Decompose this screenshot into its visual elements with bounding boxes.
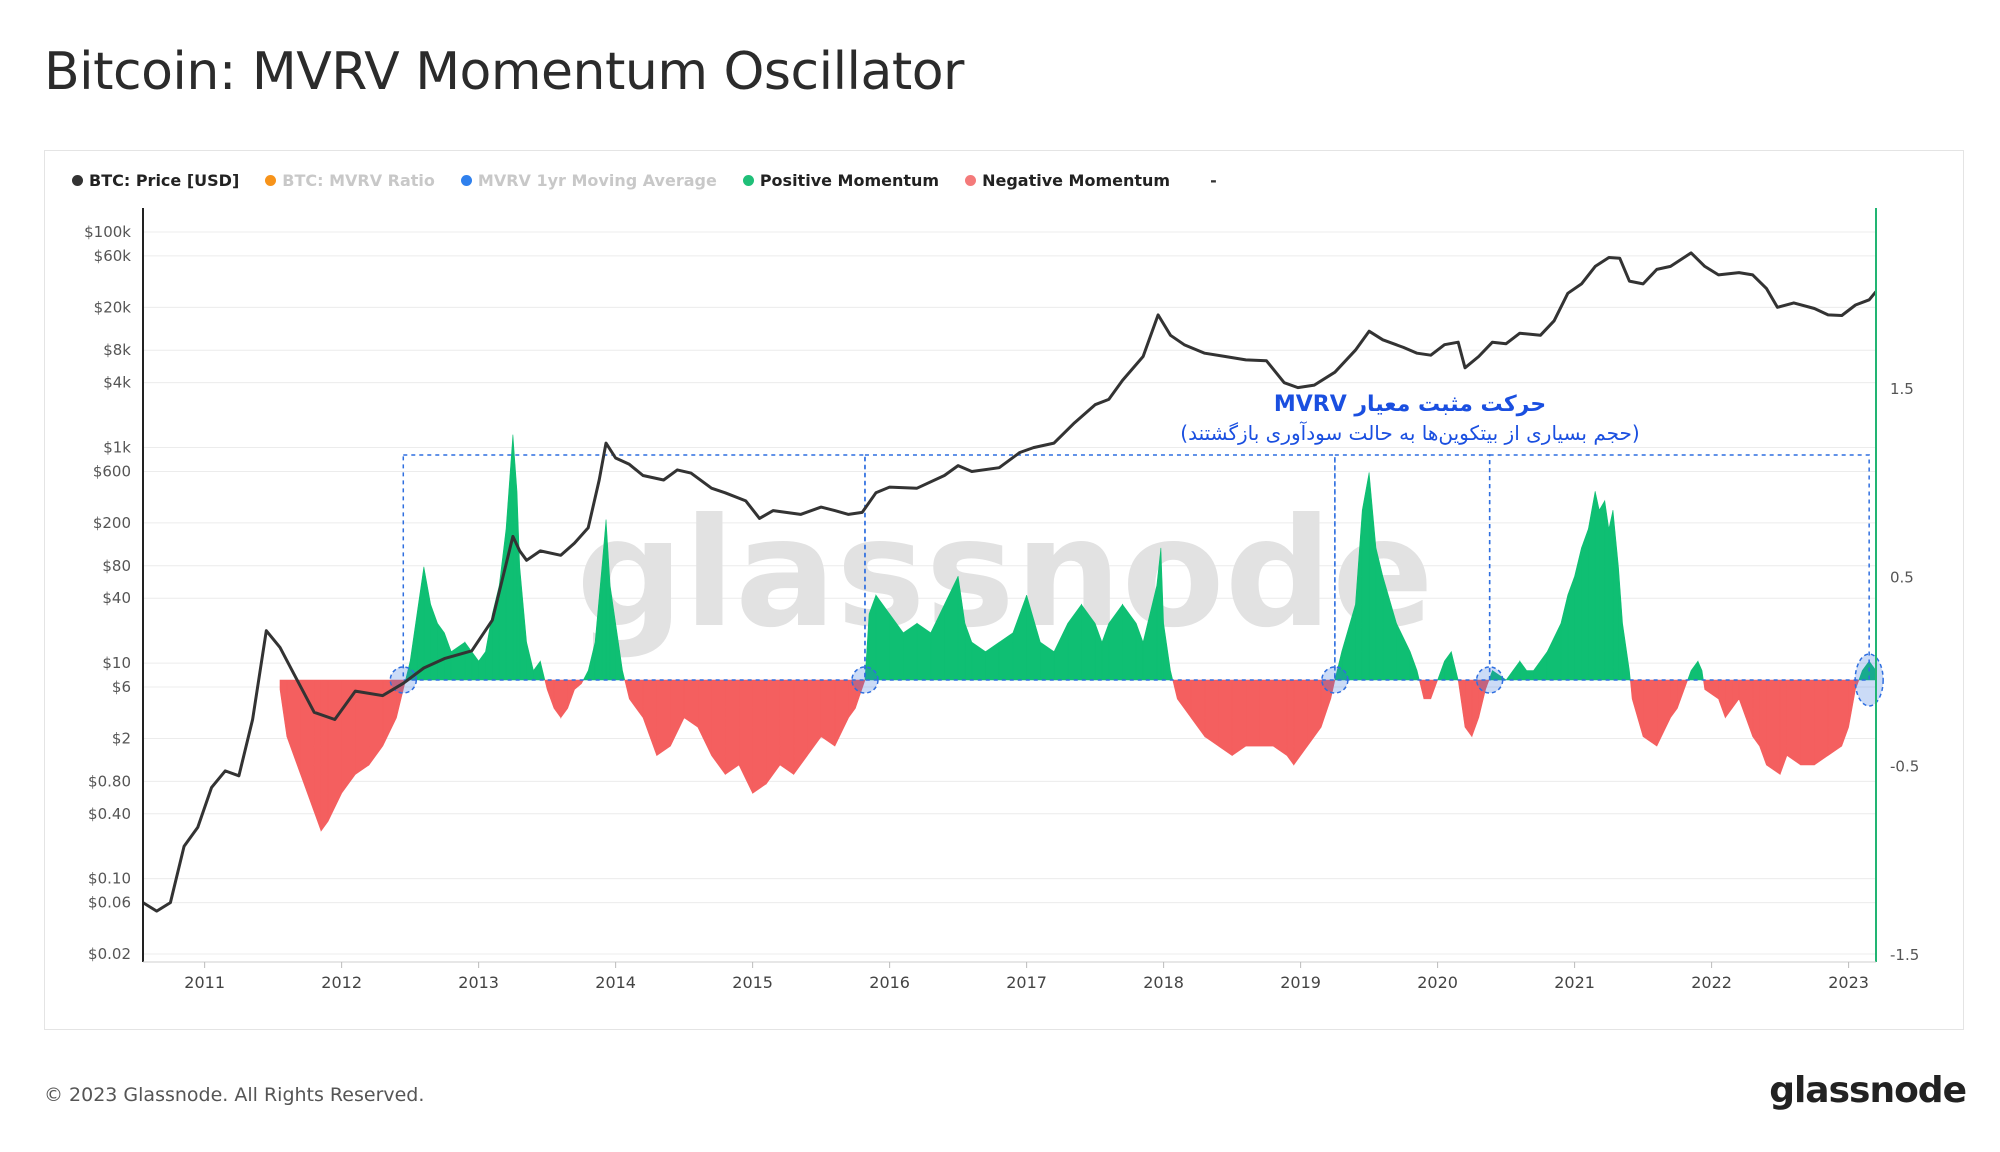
legend-label-mvrv-ma: MVRV 1yr Moving Average bbox=[477, 170, 717, 190]
left-tick-label: $600 bbox=[93, 462, 131, 480]
x-tick-label: 2021 bbox=[1554, 973, 1595, 992]
left-tick-label: $6 bbox=[112, 678, 131, 696]
annotation-box: حرکت مثبت معیار MVRV (حجم بسیاری از بیتک… bbox=[1130, 392, 1690, 445]
left-tick-label: $4k bbox=[103, 374, 131, 392]
left-tick-label: $0.06 bbox=[88, 894, 131, 912]
right-tick-label: 1.5 bbox=[1890, 380, 1914, 398]
x-tick-label: 2022 bbox=[1691, 973, 1732, 992]
highlight-marker-2 bbox=[1321, 666, 1349, 694]
highlight-region-1 bbox=[864, 454, 1336, 681]
x-tick-label: 2018 bbox=[1143, 973, 1184, 992]
x-tick-label: 2020 bbox=[1417, 973, 1458, 992]
legend-trailing-dash: - bbox=[1210, 170, 1217, 190]
legend-dot-negative bbox=[965, 174, 977, 186]
highlight-region-3 bbox=[1488, 454, 1870, 681]
left-tick-label: $100k bbox=[84, 223, 131, 241]
legend-label-negative: Negative Momentum bbox=[982, 170, 1171, 190]
x-tick-label: 2011 bbox=[184, 973, 225, 992]
page-title: Bitcoin: MVRV Momentum Oscillator bbox=[44, 42, 964, 102]
legend-item-mvrv-ratio[interactable]: BTC: MVRV Ratio bbox=[265, 171, 435, 190]
left-tick-label: $8k bbox=[103, 341, 131, 359]
left-tick-label: $200 bbox=[93, 514, 131, 532]
left-tick-label: $40 bbox=[102, 589, 131, 607]
annotation-title: حرکت مثبت معیار MVRV bbox=[1273, 392, 1547, 417]
left-tick-label: $0.80 bbox=[88, 772, 131, 790]
chart-card bbox=[44, 150, 1964, 1030]
highlight-marker-3 bbox=[1475, 666, 1504, 694]
watermark-text: glassnode bbox=[576, 487, 1434, 661]
x-tick-label: 2012 bbox=[321, 973, 362, 992]
legend-dot-positive bbox=[742, 174, 754, 186]
left-tick-label: $0.02 bbox=[88, 945, 131, 963]
highlight-marker-4 bbox=[1854, 653, 1884, 707]
legend-label-price: BTC: Price [USD] bbox=[89, 170, 240, 190]
negative-momentum-area bbox=[279, 679, 1860, 832]
legend-label-mvrv-ratio: BTC: MVRV Ratio bbox=[282, 170, 435, 190]
annotation-subtitle: (حجم بسیاری از بیتکوین‌ها به حالت سودآور… bbox=[1180, 421, 1640, 445]
footer-copyright: © 2023 Glassnode. All Rights Reserved. bbox=[44, 1084, 425, 1106]
legend-item-mvrv-ma[interactable]: MVRV 1yr Moving Average bbox=[460, 170, 717, 190]
legend-dot-mvrv-ma bbox=[460, 174, 472, 186]
left-tick-label: $60k bbox=[94, 247, 132, 265]
x-tick-label: 2016 bbox=[869, 973, 910, 992]
left-tick-label: $80 bbox=[102, 557, 131, 575]
legend-dot-mvrv-ratio bbox=[265, 174, 277, 186]
left-tick-label: $20k bbox=[94, 298, 132, 316]
left-tick-label: $2 bbox=[112, 729, 131, 747]
left-tick-label: $1k bbox=[103, 439, 131, 457]
x-tick-label: 2023 bbox=[1828, 973, 1869, 992]
left-tick-label: $0.40 bbox=[88, 805, 131, 823]
left-tick-label: $0.10 bbox=[88, 870, 131, 888]
legend-label-positive: Positive Momentum bbox=[759, 170, 940, 190]
x-tick-label: 2017 bbox=[1006, 973, 1047, 992]
right-tick-label: -1.5 bbox=[1890, 946, 1919, 964]
left-tick-label: $10 bbox=[102, 654, 131, 672]
x-tick-label: 2013 bbox=[458, 973, 499, 992]
legend-item-price[interactable]: BTC: Price [USD] bbox=[72, 171, 239, 190]
right-tick-label: 0.5 bbox=[1890, 569, 1914, 587]
chart-legend: BTC: Price [USD] BTC: MVRV Ratio MVRV 1y… bbox=[72, 168, 1217, 192]
legend-item-negative[interactable]: Negative Momentum bbox=[965, 171, 1170, 190]
highlight-marker-1 bbox=[851, 666, 879, 694]
x-tick-label: 2015 bbox=[732, 973, 773, 992]
right-tick-label: -0.5 bbox=[1890, 757, 1919, 775]
x-tick-label: 2014 bbox=[595, 973, 636, 992]
legend-item-positive[interactable]: Positive Momentum bbox=[742, 170, 940, 190]
legend-dot-price bbox=[72, 174, 83, 186]
footer-logo: glassnode bbox=[1769, 1070, 1967, 1111]
price-line bbox=[142, 251, 1878, 913]
x-tick-label: 2019 bbox=[1280, 973, 1321, 992]
